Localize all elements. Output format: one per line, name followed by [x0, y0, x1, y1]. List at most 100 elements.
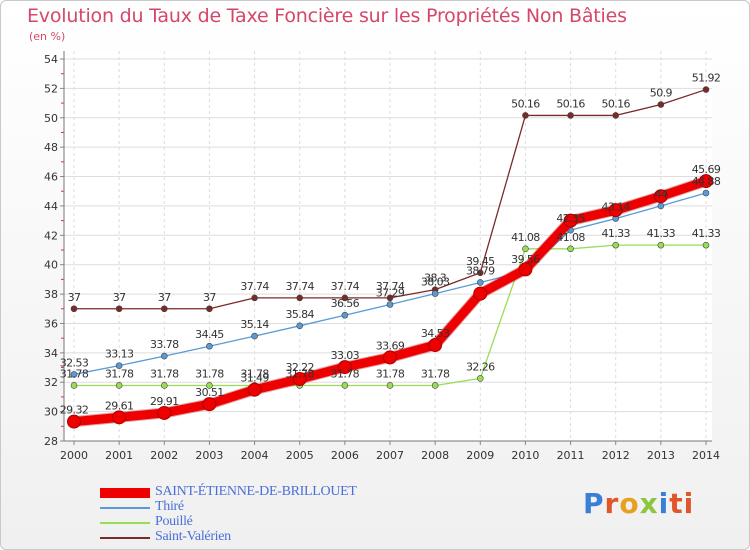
series-3-data-label: 39.45	[466, 255, 495, 268]
series-1-data-label: 32.53	[60, 356, 89, 369]
x-tick-label: 2009	[466, 449, 494, 462]
series-2-point	[567, 245, 574, 253]
x-tick-label: 2012	[602, 449, 630, 462]
series-0-point	[473, 286, 488, 301]
series-2-data-label: 31.78	[376, 367, 405, 380]
series-2-data-label: 31.78	[421, 367, 450, 380]
series-1-data-label: 39.56	[511, 253, 540, 266]
series-2-point	[431, 382, 439, 389]
series-2-point	[70, 382, 78, 389]
series-1-data-label: 33.13	[105, 348, 134, 361]
series-3-data-label: 37	[113, 291, 126, 304]
x-tick-label: 2004	[241, 449, 269, 462]
series-3-point	[522, 112, 529, 119]
series-2-point	[386, 382, 394, 389]
series-0-data-label: 33.03	[331, 349, 360, 362]
series-3-data-label: 37.74	[240, 280, 269, 293]
series-2-data-label: 41.33	[601, 227, 630, 240]
legend-label-thire: Thiré	[155, 499, 184, 514]
series-1-data-label: 35.14	[240, 318, 269, 331]
series-1-point	[160, 352, 168, 360]
series-1-data-label: 34.45	[195, 328, 224, 341]
y-tick-label: 54	[44, 53, 58, 66]
series-1-point	[115, 362, 123, 369]
series-0-data-label: 34.53	[421, 327, 450, 340]
series-2-data-label: 31.78	[331, 367, 360, 380]
series-0-data-label: 32.22	[285, 361, 314, 374]
series-2-data-label: 41.08	[511, 231, 540, 244]
series-3-data-label: 50.16	[511, 97, 540, 110]
legend-label-pouille: Pouillé	[155, 514, 193, 529]
series-1-data-label: 44.88	[692, 175, 721, 188]
x-tick-label: 2008	[421, 449, 449, 462]
series-2-point	[522, 245, 529, 253]
series-3-point	[296, 294, 304, 302]
y-tick-label: 48	[44, 141, 58, 154]
chart-subtitle: (en %)	[29, 30, 66, 43]
series-1-point	[657, 202, 665, 210]
series-3-data-label: 37.74	[285, 280, 314, 293]
series-3-data-label: 38.3	[424, 272, 447, 285]
series-0-point	[608, 203, 623, 218]
series-2-data-label: 41.33	[692, 227, 721, 240]
series-3-point	[612, 112, 620, 119]
series-3-point	[657, 101, 665, 108]
series-0-point	[112, 410, 127, 425]
series-1-point	[476, 279, 484, 286]
series-3-data-label: 37	[68, 291, 81, 304]
series-3-data-label: 37	[158, 291, 171, 304]
series-2-data-label: 31.78	[150, 367, 179, 380]
series-0-data-label: 31.49	[240, 372, 269, 385]
x-tick-label: 2005	[286, 449, 314, 462]
series-2-point	[160, 382, 168, 389]
series-1-data-label: 36.56	[331, 297, 360, 310]
series-1-data-label: 35.84	[285, 308, 314, 321]
series-0-point	[518, 262, 533, 277]
y-tick-label: 50	[44, 112, 58, 125]
legend-swatch-saint-valerien	[100, 537, 150, 539]
x-tick-label: 2014	[692, 449, 720, 462]
legend-swatch-thire	[100, 507, 150, 509]
legend-label-saint-etienne: SAINT-ÉTIENNE-DE-BRILLOUET	[155, 484, 357, 499]
series-3-point	[115, 305, 123, 313]
series-0-data-label: 29.91	[150, 395, 179, 408]
series-0-point	[202, 397, 217, 412]
series-0-data-label: 45.69	[692, 163, 721, 176]
series-1-data-label: 38.79	[466, 264, 495, 277]
series-3-data-label: 51.92	[692, 72, 721, 85]
series-2-data-label: 41.08	[556, 231, 585, 244]
series-0-point	[67, 414, 81, 429]
y-tick-label: 38	[44, 288, 58, 301]
x-tick-label: 2011	[557, 449, 585, 462]
series-2-point	[657, 241, 665, 249]
legend-label-saint-valerien: Saint-Valérien	[155, 529, 231, 544]
series-2-data-label: 31.78	[240, 367, 269, 380]
series-0-point	[699, 174, 713, 189]
series-3-point	[206, 305, 213, 313]
series-1-point	[296, 322, 304, 330]
series-0-point	[157, 405, 172, 420]
legend-swatch-pouille	[100, 522, 150, 524]
series-0-point	[337, 360, 352, 375]
series-0-data-label: 29.61	[105, 399, 134, 412]
series-1-point	[251, 332, 258, 340]
series-0-data-label: 29.32	[60, 404, 89, 417]
series-0-point	[383, 350, 397, 365]
x-tick-label: 2000	[60, 449, 88, 462]
series-2-data-label: 31.78	[195, 367, 224, 380]
series-0-point	[653, 189, 668, 204]
x-tick-label: 2001	[105, 449, 133, 462]
series-2-point	[115, 382, 123, 389]
series-2-point	[206, 382, 213, 389]
series-1-point	[702, 189, 710, 197]
chart-title: Evolution du Taux de Taxe Foncière sur l…	[27, 5, 627, 27]
series-3-point	[341, 294, 349, 302]
legend-swatch-saint-etienne	[100, 488, 150, 498]
series-1-point	[206, 342, 213, 350]
x-tick-label: 2013	[647, 449, 675, 462]
y-tick-label: 36	[44, 317, 58, 330]
series-3-data-label: 50.9	[650, 87, 673, 100]
series-0-point	[292, 371, 307, 386]
series-2-point	[341, 382, 349, 389]
